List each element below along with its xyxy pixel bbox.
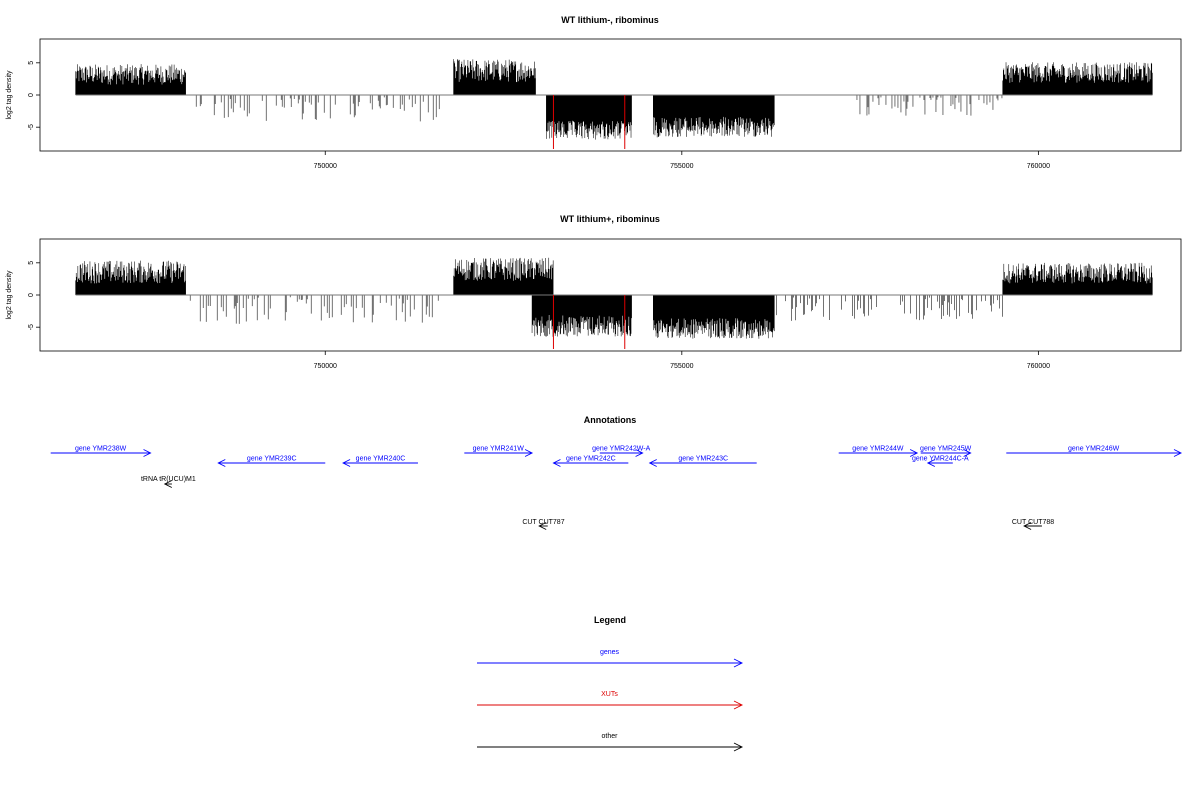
annotations-title: Annotations — [584, 415, 637, 425]
density-segment — [1002, 62, 1153, 95]
y-tick-label: 0 — [28, 293, 35, 297]
track-panel-lithium-minus: WT lithium-, ribominus log2 tag density … — [6, 15, 1182, 170]
legend-items: genes XUTs other — [477, 649, 744, 752]
y-tick-label: -5 — [28, 324, 35, 330]
x-tick-label: 750000 — [314, 363, 337, 370]
axes: -5 0 5 750000 755000 760000 — [28, 61, 1153, 170]
legend-label: XUTs — [601, 691, 618, 698]
feature-gene-ymr243c: gene YMR243C — [648, 456, 757, 467]
density-bars — [75, 257, 1153, 339]
feature-gene-ymr244c-a: gene YMR244C-A — [912, 456, 969, 467]
feature-gene-ymr240c: gene YMR240C — [342, 456, 418, 467]
feature-gene-ymr238w: gene YMR238W — [50, 446, 152, 457]
legend-item-genes: genes — [477, 649, 744, 668]
feature-label: gene YMR240C — [356, 456, 406, 463]
density-bars — [75, 59, 1153, 140]
axes: -5 0 5 750000 755000 760000 — [28, 261, 1153, 370]
x-tick-label: 760000 — [1027, 163, 1050, 170]
track-panel-lithium-plus: WT lithium+, ribominus log2 tag density … — [6, 214, 1182, 370]
feature-gene-ymr245w: gene YMR245W — [920, 446, 972, 457]
feature-label: gene YMR244C-A — [912, 456, 969, 463]
feature-trna-tr-ucu-m1: tRNA tR(UCU)M1 — [141, 476, 196, 488]
legend-item-xuts: XUTs — [477, 691, 744, 710]
density-segment — [195, 95, 440, 122]
density-segment — [531, 295, 632, 337]
legend: Legend genes XUTs other — [477, 615, 744, 752]
density-segment — [453, 59, 536, 95]
y-axis-label: log2 tag density — [6, 270, 13, 320]
feature-gene-ymr244w: gene YMR244W — [838, 446, 919, 457]
density-segment — [776, 295, 1003, 321]
feature-gene-ymr239c: gene YMR239C — [217, 456, 326, 467]
legend-title: Legend — [594, 615, 626, 625]
feature-gene-ymr241w: gene YMR241W — [464, 446, 534, 457]
feature-list: gene YMR238W gene YMR239C gene YMR240C gene… — [50, 446, 1183, 530]
density-segment — [653, 95, 775, 138]
feature-cut-cut787: CUT CUT787 — [522, 519, 565, 530]
track-title: WT lithium+, ribominus — [560, 214, 660, 224]
feature-label: gene YMR243C — [678, 456, 728, 463]
feature-gene-ymr242w-a: gene YMR242W-A — [592, 446, 651, 457]
density-segment — [653, 295, 775, 339]
density-segment — [546, 95, 632, 140]
y-tick-label: 0 — [28, 93, 35, 97]
feature-label: gene YMR238W — [75, 446, 127, 453]
feature-label: CUT CUT788 — [1012, 519, 1054, 526]
y-tick-label: 5 — [28, 61, 35, 65]
y-axis-label: log2 tag density — [6, 70, 13, 120]
density-segment — [75, 64, 186, 95]
feature-label: tRNA tR(UCU)M1 — [141, 476, 196, 483]
density-segment — [75, 260, 186, 295]
x-tick-label: 760000 — [1027, 363, 1050, 370]
x-tick-label: 755000 — [670, 163, 693, 170]
x-tick-label: 750000 — [314, 163, 337, 170]
density-segment — [453, 257, 554, 295]
legend-item-other: other — [477, 733, 744, 752]
legend-label: genes — [600, 649, 620, 656]
feature-label: gene YMR241W — [473, 446, 525, 453]
track-title: WT lithium-, ribominus — [561, 15, 659, 25]
feature-label: gene YMR239C — [247, 456, 297, 463]
y-tick-label: -5 — [28, 124, 35, 130]
feature-label: gene YMR245W — [920, 446, 972, 453]
density-segment — [856, 95, 1003, 116]
feature-gene-ymr242c: gene YMR242C — [552, 456, 629, 467]
x-tick-label: 755000 — [670, 363, 693, 370]
density-segment — [189, 295, 439, 324]
y-tick-label: 5 — [28, 261, 35, 265]
feature-label: gene YMR244W — [852, 446, 904, 453]
feature-gene-ymr246w: gene YMR246W — [1006, 446, 1183, 457]
feature-cut-cut788: CUT CUT788 — [1012, 519, 1054, 530]
density-segment — [1002, 262, 1153, 295]
feature-label: gene YMR242W-A — [592, 446, 650, 453]
legend-label: other — [602, 733, 619, 740]
feature-label: gene YMR246W — [1068, 446, 1120, 453]
feature-label: CUT CUT787 — [522, 519, 564, 526]
feature-label: gene YMR242C — [566, 456, 616, 463]
